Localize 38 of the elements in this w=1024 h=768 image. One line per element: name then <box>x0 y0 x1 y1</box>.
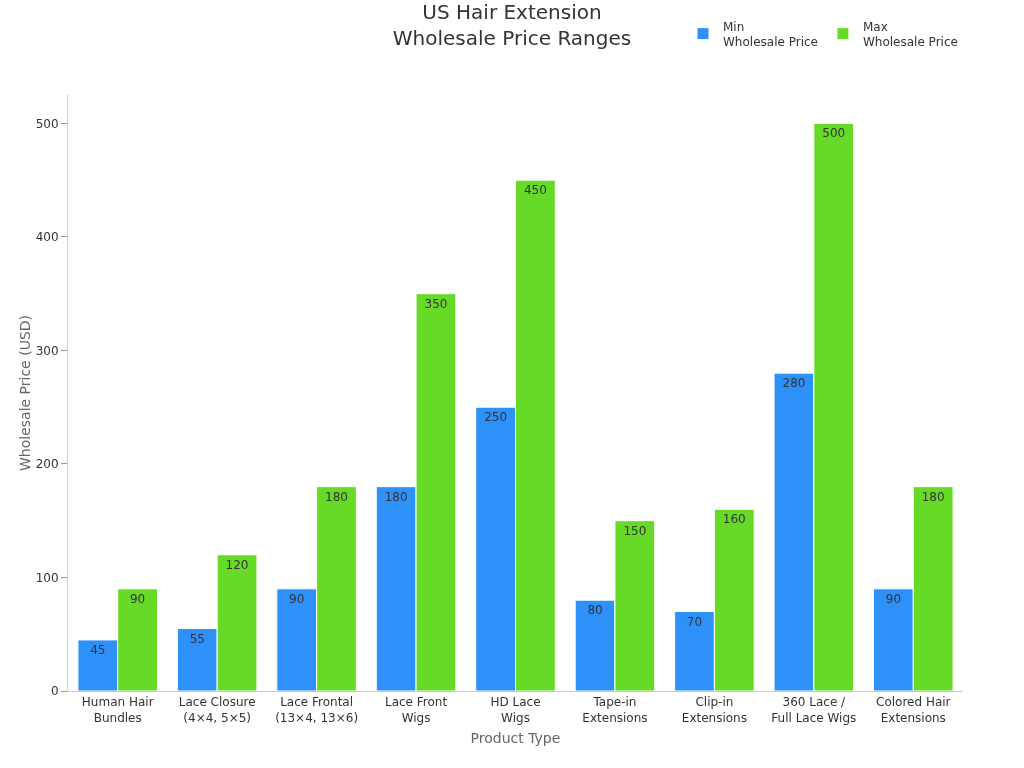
x-tick-label: 360 Lace / Full Lace Wigs <box>771 695 857 725</box>
y-tick-label: 400 <box>35 230 59 245</box>
y-tick-label: 200 <box>35 457 59 472</box>
data-label: 180 <box>325 489 348 504</box>
legend-label: Max Wholesale Price <box>862 19 958 50</box>
y-tick-label: 500 <box>35 116 59 131</box>
y-axis-title: Wholesale Price (USD) <box>17 314 33 472</box>
data-label: 45 <box>90 642 106 657</box>
chart-title: US Hair Extension Wholesale Price Ranges <box>392 0 632 51</box>
data-label: 500 <box>822 126 846 141</box>
x-tick-label: Lace Closure (4×4, 5×5) <box>178 695 256 725</box>
x-tick-label: Lace Frontal (13×4, 13×6) <box>275 695 359 725</box>
y-tick-label: 100 <box>35 570 59 585</box>
x-tick-label: Colored Hair Extensions <box>876 695 951 725</box>
data-label: 180 <box>384 489 408 504</box>
x-tick-label: Lace Front Wigs <box>384 695 448 725</box>
data-label: 120 <box>225 557 249 572</box>
data-label: 70 <box>686 614 703 629</box>
data-label: 450 <box>523 183 547 198</box>
x-tick-label: HD Lace Wigs <box>490 695 541 725</box>
data-label: 180 <box>921 489 945 504</box>
data-label: 80 <box>587 603 603 618</box>
x-tick-label: Tape-in Extensions <box>582 695 648 725</box>
data-label: 90 <box>885 591 902 606</box>
data-label: 90 <box>289 591 305 606</box>
data-label: 250 <box>484 410 508 425</box>
x-axis-title: Product Type <box>470 730 561 746</box>
x-tick-label: Clip-in Extensions <box>681 695 747 725</box>
y-tick-label: 300 <box>35 343 59 358</box>
y-tick-label: 0 <box>50 684 59 699</box>
data-label: 160 <box>722 512 746 527</box>
legend-label: Min Wholesale Price <box>723 19 818 50</box>
data-label: 55 <box>189 631 205 646</box>
data-label: 280 <box>782 376 806 391</box>
data-label: 90 <box>129 591 146 606</box>
x-tick-label: Human Hair Bundles <box>81 695 154 725</box>
data-label: 350 <box>424 296 448 311</box>
data-label: 150 <box>623 523 647 538</box>
